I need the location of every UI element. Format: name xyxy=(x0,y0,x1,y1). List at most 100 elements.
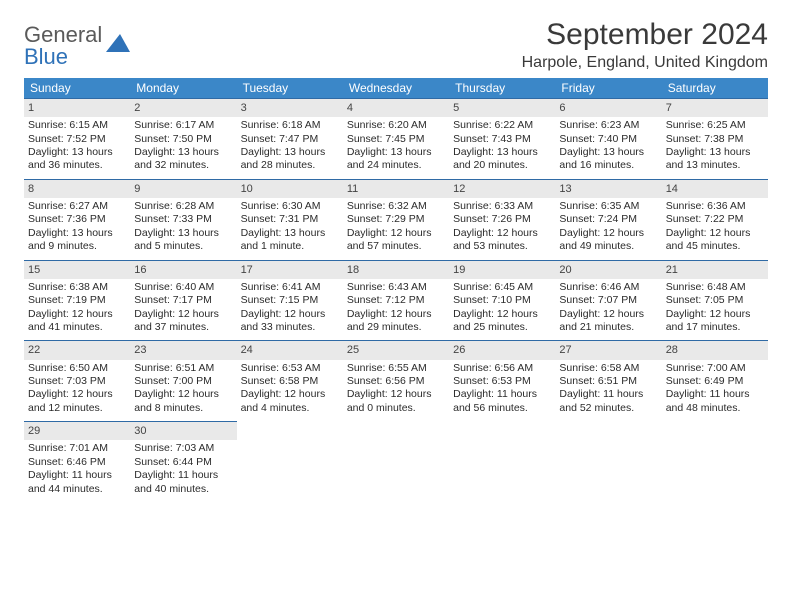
sunset-text: Sunset: 7:29 PM xyxy=(347,213,445,226)
sunrise-text: Sunrise: 6:15 AM xyxy=(28,119,126,132)
weekday-tuesday: Tuesday xyxy=(237,78,343,98)
day-cell: 2Sunrise: 6:17 AMSunset: 7:50 PMDaylight… xyxy=(130,98,236,179)
day-cell: 15Sunrise: 6:38 AMSunset: 7:19 PMDayligh… xyxy=(24,260,130,341)
day-cell: 23Sunrise: 6:51 AMSunset: 7:00 PMDayligh… xyxy=(130,340,236,421)
calendar-grid: SundayMondayTuesdayWednesdayThursdayFrid… xyxy=(24,78,768,502)
sunrise-text: Sunrise: 6:48 AM xyxy=(666,281,764,294)
day-cell: 20Sunrise: 6:46 AMSunset: 7:07 PMDayligh… xyxy=(555,260,661,341)
sunrise-text: Sunrise: 6:45 AM xyxy=(453,281,551,294)
weekday-thursday: Thursday xyxy=(449,78,555,98)
daylight-text: Daylight: 11 hours and 56 minutes. xyxy=(453,388,551,415)
sunrise-text: Sunrise: 6:56 AM xyxy=(453,362,551,375)
sunset-text: Sunset: 6:58 PM xyxy=(241,375,339,388)
daylight-text: Daylight: 12 hours and 37 minutes. xyxy=(134,308,232,335)
daylight-text: Daylight: 13 hours and 13 minutes. xyxy=(666,146,764,173)
sunrise-text: Sunrise: 7:01 AM xyxy=(28,442,126,455)
day-number: 12 xyxy=(449,179,555,198)
sunrise-text: Sunrise: 6:30 AM xyxy=(241,200,339,213)
day-number: 11 xyxy=(343,179,449,198)
daylight-text: Daylight: 12 hours and 8 minutes. xyxy=(134,388,232,415)
day-cell: 9Sunrise: 6:28 AMSunset: 7:33 PMDaylight… xyxy=(130,179,236,260)
sunset-text: Sunset: 6:49 PM xyxy=(666,375,764,388)
week-row: 29Sunrise: 7:01 AMSunset: 6:46 PMDayligh… xyxy=(24,421,768,502)
sunrise-text: Sunrise: 6:51 AM xyxy=(134,362,232,375)
daylight-text: Daylight: 13 hours and 16 minutes. xyxy=(559,146,657,173)
daylight-text: Daylight: 12 hours and 45 minutes. xyxy=(666,227,764,254)
day-number: 10 xyxy=(237,179,343,198)
weekday-header-row: SundayMondayTuesdayWednesdayThursdayFrid… xyxy=(24,78,768,98)
title-block: September 2024 Harpole, England, United … xyxy=(522,18,768,72)
sunset-text: Sunset: 7:26 PM xyxy=(453,213,551,226)
day-number: 26 xyxy=(449,340,555,359)
brand-logo: General Blue xyxy=(24,18,130,68)
day-cell: 11 Sunrise: 6:32 AMSunset: 7:29 PMDayligh… xyxy=(343,179,449,260)
daylight-text: Daylight: 13 hours and 1 minute. xyxy=(241,227,339,254)
sunset-text: Sunset: 7:19 PM xyxy=(28,294,126,307)
daylight-text: Daylight: 12 hours and 53 minutes. xyxy=(453,227,551,254)
day-number: 15 xyxy=(24,260,130,279)
sunrise-text: Sunrise: 7:03 AM xyxy=(134,442,232,455)
daylight-text: Daylight: 12 hours and 49 minutes. xyxy=(559,227,657,254)
day-number: 18 xyxy=(343,260,449,279)
weeks-container: 1Sunrise: 6:15 AMSunset: 7:52 PMDaylight… xyxy=(24,98,768,502)
day-cell: 14Sunrise: 6:36 AMSunset: 7:22 PMDayligh… xyxy=(662,179,768,260)
day-cell: 29Sunrise: 7:01 AMSunset: 6:46 PMDayligh… xyxy=(24,421,130,502)
sunset-text: Sunset: 7:12 PM xyxy=(347,294,445,307)
sunrise-text: Sunrise: 6:23 AM xyxy=(559,119,657,132)
sunrise-text: Sunrise: 6:22 AM xyxy=(453,119,551,132)
day-number: 22 xyxy=(24,340,130,359)
day-number: 2 xyxy=(130,98,236,117)
sunset-text: Sunset: 7:03 PM xyxy=(28,375,126,388)
sunset-text: Sunset: 7:10 PM xyxy=(453,294,551,307)
day-number: 5 xyxy=(449,98,555,117)
day-number: 20 xyxy=(555,260,661,279)
sunrise-text: Sunrise: 6:35 AM xyxy=(559,200,657,213)
daylight-text: Daylight: 12 hours and 0 minutes. xyxy=(347,388,445,415)
sunset-text: Sunset: 7:47 PM xyxy=(241,133,339,146)
weekday-saturday: Saturday xyxy=(662,78,768,98)
day-number: 23 xyxy=(130,340,236,359)
daylight-text: Daylight: 12 hours and 41 minutes. xyxy=(28,308,126,335)
logo-icon xyxy=(106,34,130,58)
day-cell: 26Sunrise: 6:56 AMSunset: 6:53 PMDayligh… xyxy=(449,340,555,421)
day-cell: 4Sunrise: 6:20 AMSunset: 7:45 PMDaylight… xyxy=(343,98,449,179)
sunrise-text: Sunrise: 6:20 AM xyxy=(347,119,445,132)
sunrise-text: Sunrise: 6:41 AM xyxy=(241,281,339,294)
day-number: 3 xyxy=(237,98,343,117)
day-number: 17 xyxy=(237,260,343,279)
calendar-page: General Blue September 2024 Harpole, Eng… xyxy=(0,0,792,502)
day-number: 30 xyxy=(130,421,236,440)
sunrise-text: Sunrise: 7:00 AM xyxy=(666,362,764,375)
day-cell: 10Sunrise: 6:30 AMSunset: 7:31 PMDayligh… xyxy=(237,179,343,260)
day-cell: 5Sunrise: 6:22 AMSunset: 7:43 PMDaylight… xyxy=(449,98,555,179)
sunset-text: Sunset: 7:22 PM xyxy=(666,213,764,226)
daylight-text: Daylight: 11 hours and 48 minutes. xyxy=(666,388,764,415)
day-number: 4 xyxy=(343,98,449,117)
daylight-text: Daylight: 12 hours and 57 minutes. xyxy=(347,227,445,254)
day-number: 7 xyxy=(662,98,768,117)
daylight-text: Daylight: 12 hours and 4 minutes. xyxy=(241,388,339,415)
sunrise-text: Sunrise: 6:40 AM xyxy=(134,281,232,294)
daylight-text: Daylight: 11 hours and 52 minutes. xyxy=(559,388,657,415)
sunset-text: Sunset: 7:33 PM xyxy=(134,213,232,226)
day-number: 21 xyxy=(662,260,768,279)
day-cell: 22Sunrise: 6:50 AMSunset: 7:03 PMDayligh… xyxy=(24,340,130,421)
daylight-text: Daylight: 12 hours and 17 minutes. xyxy=(666,308,764,335)
day-cell: 8Sunrise: 6:27 AMSunset: 7:36 PMDaylight… xyxy=(24,179,130,260)
day-cell: 1Sunrise: 6:15 AMSunset: 7:52 PMDaylight… xyxy=(24,98,130,179)
week-row: 22Sunrise: 6:50 AMSunset: 7:03 PMDayligh… xyxy=(24,340,768,421)
sunset-text: Sunset: 7:45 PM xyxy=(347,133,445,146)
sunset-text: Sunset: 7:05 PM xyxy=(666,294,764,307)
day-number: 8 xyxy=(24,179,130,198)
day-cell: 6Sunrise: 6:23 AMSunset: 7:40 PMDaylight… xyxy=(555,98,661,179)
sunset-text: Sunset: 7:52 PM xyxy=(28,133,126,146)
daylight-text: Daylight: 12 hours and 33 minutes. xyxy=(241,308,339,335)
sunrise-text: Sunrise: 6:32 AM xyxy=(347,200,445,213)
sunset-text: Sunset: 6:44 PM xyxy=(134,456,232,469)
day-number: 9 xyxy=(130,179,236,198)
sunset-text: Sunset: 6:51 PM xyxy=(559,375,657,388)
month-title: September 2024 xyxy=(522,18,768,52)
day-cell: 24Sunrise: 6:53 AMSunset: 6:58 PMDayligh… xyxy=(237,340,343,421)
weekday-wednesday: Wednesday xyxy=(343,78,449,98)
sunset-text: Sunset: 7:43 PM xyxy=(453,133,551,146)
